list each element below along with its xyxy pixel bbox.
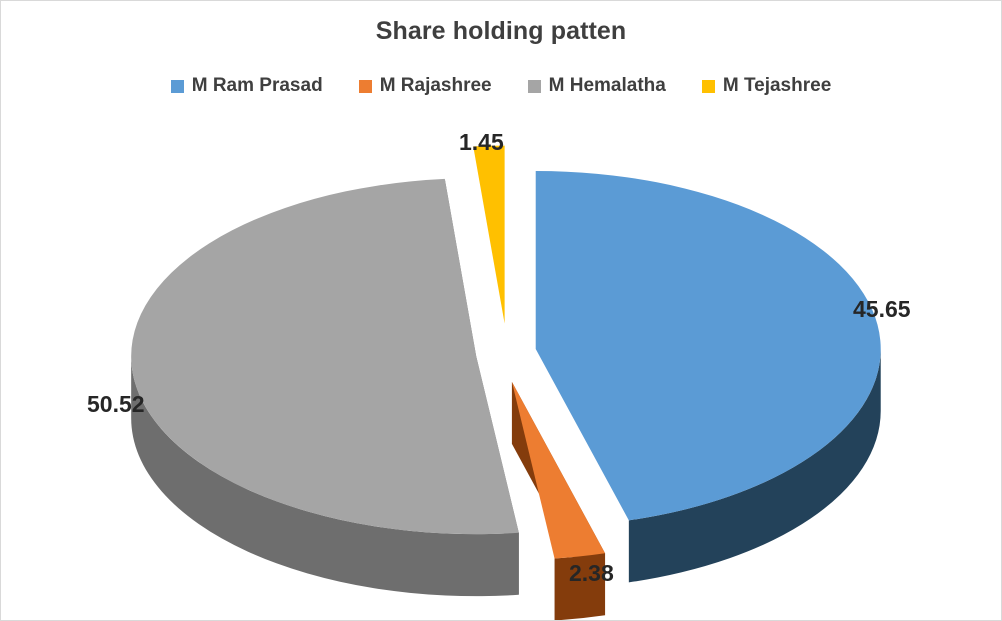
pie-slice-m-hemalatha[interactable] (131, 178, 519, 597)
pie-slice-top (535, 170, 881, 521)
pie-slice-rim (628, 348, 881, 583)
data-label-rajashree: 2.38 (569, 560, 614, 586)
legend-item-tejashree[interactable]: M Tejashree (701, 75, 832, 97)
legend-label-hemalatha: M Hemalatha (548, 75, 666, 96)
legend-item-ram-prasad[interactable]: M Ram Prasad (170, 75, 323, 97)
legend-swatch-yellow (701, 79, 715, 93)
legend-label-tejashree: M Tejashree (722, 75, 832, 96)
chart-title: Share holding patten (375, 17, 627, 45)
pie-slice-m-ram-prasad[interactable] (535, 170, 881, 583)
pie-slice-top (131, 178, 519, 535)
data-label-hemalatha: 50.52 (87, 391, 145, 417)
pie-slice-rim (131, 356, 519, 597)
legend-swatch-orange (358, 79, 372, 93)
pie-slice-top (473, 145, 505, 324)
data-label-ram-prasad: 45.65 (853, 296, 911, 322)
pie-slice-rim (554, 553, 606, 620)
data-label-tejashree: 1.45 (459, 129, 504, 155)
legend-label-rajashree: M Rajashree (379, 75, 492, 96)
pie-slice-top (511, 381, 606, 559)
legend-item-rajashree[interactable]: M Rajashree (358, 75, 492, 97)
pie-slice-m-tejashree[interactable] (473, 145, 505, 324)
chart-legend: M Ram Prasad M Rajashree M Hemalatha M T… (1, 75, 1001, 97)
pie-slice-m-rajashree[interactable] (511, 381, 606, 621)
legend-item-hemalatha[interactable]: M Hemalatha (527, 75, 666, 97)
legend-swatch-gray (527, 79, 541, 93)
legend-swatch-blue (170, 79, 184, 93)
legend-label-ram-prasad: M Ram Prasad (191, 75, 323, 96)
